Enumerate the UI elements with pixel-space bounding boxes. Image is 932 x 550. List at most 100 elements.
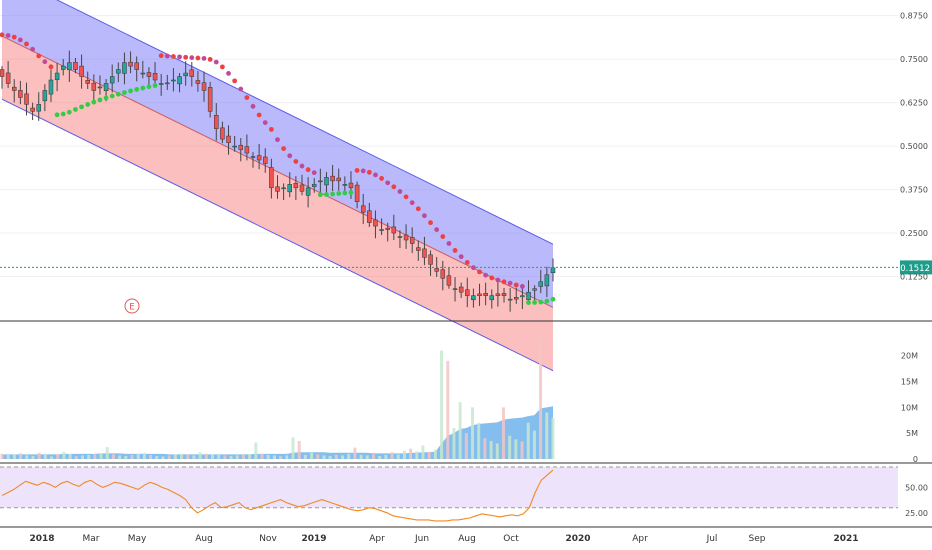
volume-bar: [235, 455, 239, 459]
volume-bar: [440, 350, 444, 459]
volume-bar: [427, 451, 431, 459]
volume-bar: [452, 428, 456, 459]
candle-body: [532, 288, 537, 291]
sar-dot: [422, 213, 427, 219]
channel-upper-fill: [2, 0, 553, 308]
time-tick-label: Jul: [706, 534, 718, 544]
sar-dot: [446, 241, 452, 246]
earnings-marker[interactable]: E: [124, 298, 140, 314]
candle-body: [507, 298, 513, 301]
candle-body: [550, 267, 556, 274]
candle-body: [360, 205, 366, 213]
volume-bar: [87, 454, 91, 459]
volume-bar: [19, 453, 23, 459]
sar-dot: [91, 99, 97, 105]
candle-body: [48, 79, 54, 95]
volume-bar: [50, 456, 54, 459]
volume-bar: [359, 454, 363, 459]
volume-bar: [180, 453, 184, 459]
candle-body: [97, 86, 103, 89]
candle-body: [397, 236, 403, 238]
volume-bar: [545, 412, 549, 459]
volume-bar: [396, 454, 400, 459]
volume-bar: [322, 455, 326, 459]
volume-bar: [74, 455, 78, 459]
candle-body: [226, 135, 231, 143]
volume-bar: [508, 435, 512, 459]
volume-bar: [142, 452, 146, 459]
volume-bar: [173, 454, 177, 459]
sar-dot: [330, 191, 335, 197]
channel-upper-line: [56, 0, 554, 245]
candle-body: [67, 62, 72, 71]
sar-dot: [177, 54, 182, 60]
candle-body: [440, 269, 446, 279]
volume-bar: [341, 455, 345, 459]
candle-body: [158, 83, 164, 85]
candlestick-series: [0, 50, 556, 312]
candle-body: [520, 295, 525, 298]
candle-body: [514, 296, 519, 300]
sar-dot: [152, 83, 158, 88]
candle-body: [134, 62, 139, 70]
sar-dot: [458, 254, 464, 260]
sar-dot: [268, 126, 274, 132]
candle-body: [54, 72, 60, 81]
sar-dot: [379, 176, 384, 181]
sar-dot: [158, 53, 164, 59]
candle-body: [165, 82, 170, 85]
volume-bar: [483, 438, 487, 459]
candle-body: [152, 72, 158, 81]
candle-body: [391, 226, 397, 234]
time-tick-label: May: [128, 534, 147, 544]
volume-bar: [25, 455, 29, 459]
candle-body: [244, 146, 250, 154]
volume-bar: [37, 452, 41, 459]
candle-body: [348, 182, 354, 189]
volume-bar: [210, 454, 214, 459]
last-price-label: 0.1512: [900, 264, 930, 274]
volume-bar: [514, 439, 518, 459]
candle-body: [128, 61, 133, 67]
volume-bar: [111, 454, 115, 459]
rsi-band: [0, 466, 898, 509]
sar-dot: [226, 71, 231, 76]
sar-dot: [501, 279, 507, 285]
sar-dot: [42, 59, 48, 65]
sar-dot: [146, 84, 152, 90]
sar-dot: [434, 227, 440, 232]
channel-lower-fill: [2, 36, 553, 371]
sar-dot: [48, 64, 54, 70]
volume-bar: [551, 417, 555, 459]
candle-body: [495, 293, 501, 296]
candle-body: [342, 184, 348, 186]
time-tick-label: Aug: [195, 534, 213, 544]
sar-dot: [403, 194, 409, 200]
candle-body: [501, 293, 507, 296]
volume-bar: [167, 455, 171, 459]
candle-body: [367, 210, 372, 223]
volume-tick-label: 10M: [901, 403, 918, 412]
volume-bar: [297, 440, 301, 459]
sar-dot: [324, 192, 329, 197]
candle-body: [299, 184, 305, 192]
candle-body: [177, 76, 182, 85]
price-tick-label: 0.3750: [900, 186, 928, 195]
sar-dot: [232, 78, 238, 84]
sar-dot: [134, 87, 140, 92]
candle-body: [232, 145, 237, 148]
volume-bar: [272, 455, 276, 459]
channel-mid-line: [1, 35, 554, 308]
volume-bar: [161, 456, 165, 459]
candle-body: [305, 187, 311, 196]
sar-dot: [30, 46, 36, 52]
sar-dot: [538, 299, 544, 305]
time-tick-label: 2019: [301, 534, 326, 544]
sar-dot: [79, 104, 84, 110]
candle-body: [373, 219, 378, 227]
candle-body: [452, 288, 458, 290]
candle-body: [116, 69, 121, 74]
candle-body: [526, 291, 531, 301]
sar-dot: [122, 90, 127, 95]
sar-dot: [483, 272, 489, 278]
